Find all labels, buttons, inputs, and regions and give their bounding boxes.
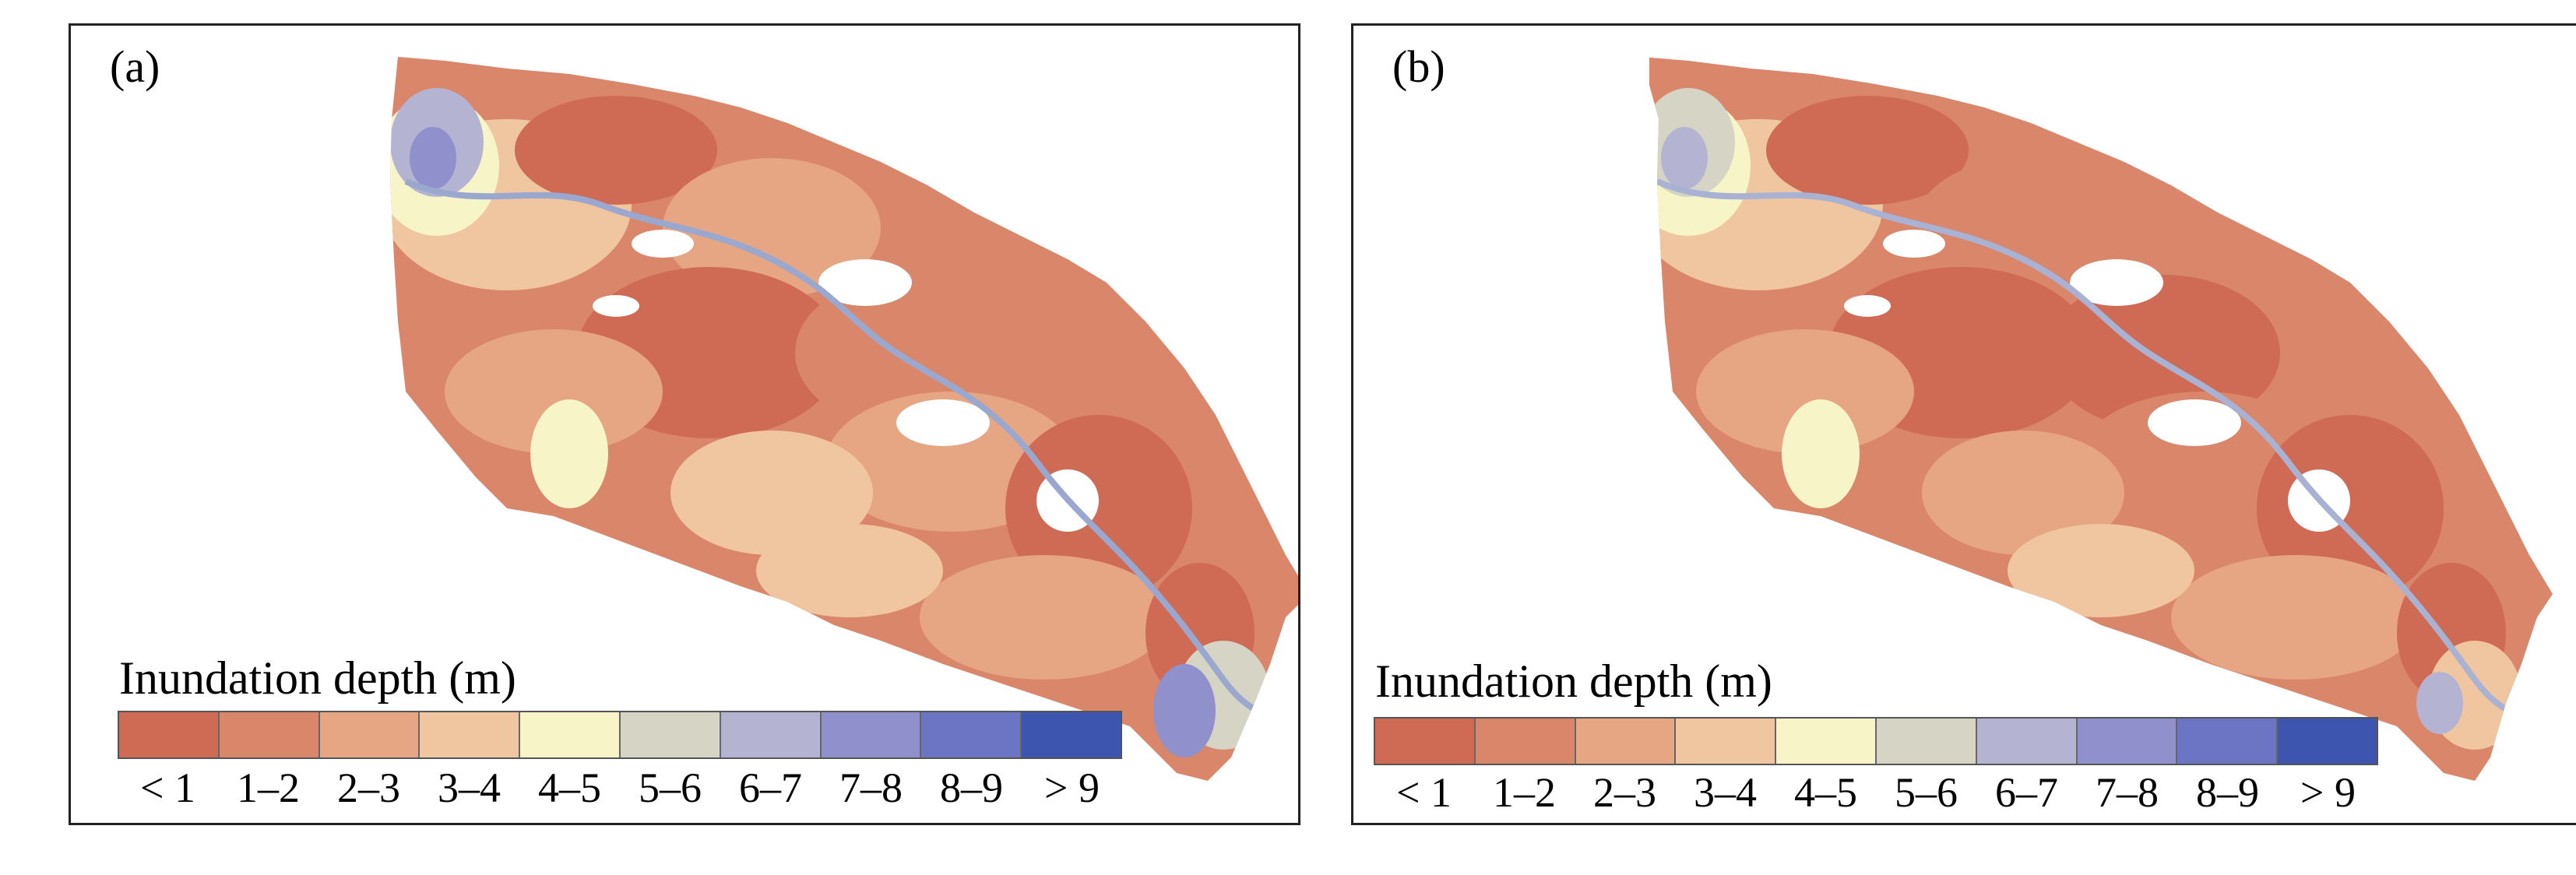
legend-swatch [119,712,220,757]
legend-swatch [319,712,421,757]
legend-swatch [1375,719,1476,764]
legend-labels: < 1 1–2 2–3 3–4 4–5 5–6 6–7 7–8 8–9 > 9 [1374,771,2378,814]
legend-title: Inundation depth (m) [119,652,516,704]
panel-label: (b) [1392,41,1445,92]
legend-label: 2–3 [337,764,400,811]
legend-swatch [520,712,621,757]
legend-swatch [620,712,721,757]
legend-title: Inundation depth (m) [1375,655,1772,707]
legend-label: 8–9 [2196,769,2259,816]
legend-label: 5–6 [639,764,702,811]
legend-label: 6–7 [739,764,802,811]
legend-label: 2–3 [1593,769,1656,816]
legend-color-bar [1374,717,2378,765]
legend-swatch [2177,719,2279,764]
legend-label: 8–9 [940,764,1003,811]
legend-label: 3–4 [438,764,501,811]
legend-swatch [420,712,521,757]
legend-color-bar [118,711,1122,759]
legend-swatch [1022,712,1121,757]
legend-label: 4–5 [538,764,601,811]
legend-label: < 1 [1396,769,1452,816]
legend-swatch [1475,719,1576,764]
map-panel-b: (b) Inundation depth (m) < 1 1–2 2–3 3–4… [1351,23,2576,825]
legend-swatch [921,712,1022,757]
legend-label: < 1 [140,764,195,811]
legend-swatch [2278,719,2377,764]
legend-label: 1–2 [1493,769,1556,816]
legend-swatch [1976,719,2078,764]
legend-swatch [1676,719,1777,764]
legend-label: 1–2 [237,764,300,811]
legend-swatch [1575,719,1677,764]
map-panel-a: (a) Inundation depth (m) < 1 1–2 2–3 3–4… [69,23,1300,825]
legend-swatch [2077,719,2178,764]
legend-swatch [219,712,320,757]
legend-swatch [821,712,922,757]
legend-label: 7–8 [839,764,903,811]
legend-swatch [1776,719,1877,764]
legend-label: 7–8 [2096,769,2159,816]
legend-label: 5–6 [1895,769,1958,816]
legend-swatch [720,712,822,757]
legend-swatch [1876,719,1977,764]
panel-label: (a) [110,41,160,92]
legend-label: 3–4 [1694,769,1757,816]
legend-label: > 9 [1044,764,1100,811]
inundation-map-b [1642,57,2553,781]
legend-label: 4–5 [1794,769,1857,816]
legend-labels: < 1 1–2 2–3 3–4 4–5 5–6 6–7 7–8 8–9 > 9 [118,767,1122,809]
legend-label: > 9 [2300,769,2356,816]
legend-label: 6–7 [1995,769,2058,816]
inundation-map-a [390,57,1298,781]
